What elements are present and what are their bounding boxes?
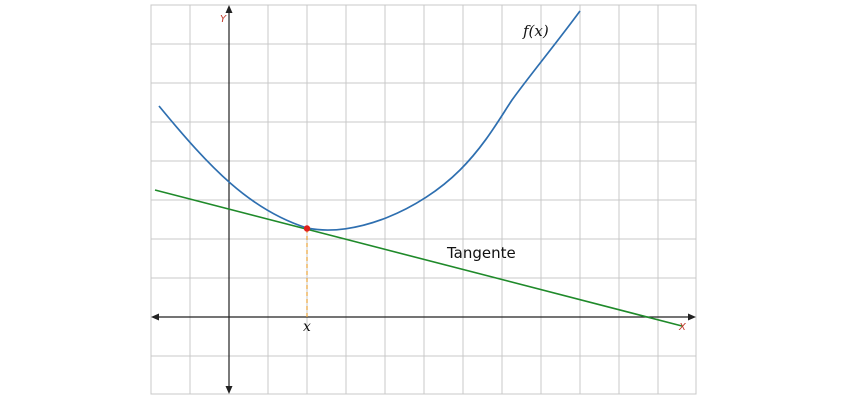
function-label: f(x) [522, 22, 549, 40]
y-axis-top-arrow [225, 5, 233, 13]
y-axis-bottom-arrow [225, 386, 233, 394]
grid [150, 4, 697, 395]
axes [151, 5, 696, 394]
x-axis-label: X [678, 322, 687, 333]
tangent-line [154, 189, 683, 327]
x-point-label: x [303, 319, 311, 335]
y-axis-label: Y [220, 14, 227, 25]
function-curve [158, 10, 581, 231]
tangency-point [303, 225, 311, 232]
x-axis-right-arrow [688, 313, 696, 321]
tangent-label: Tangente [446, 244, 516, 262]
x-axis-left-arrow [151, 313, 159, 321]
